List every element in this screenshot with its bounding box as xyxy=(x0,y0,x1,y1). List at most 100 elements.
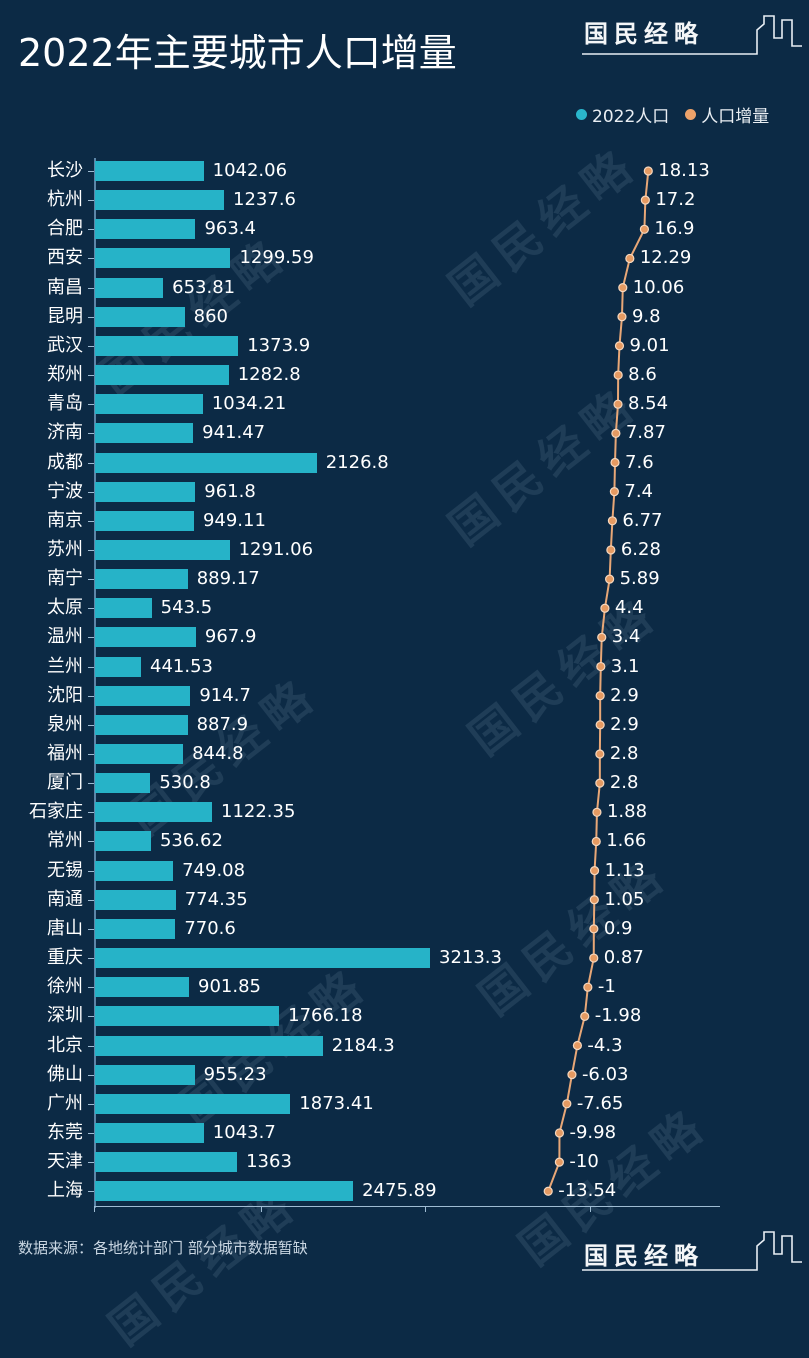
population-bar[interactable] xyxy=(95,831,151,852)
population-bar[interactable] xyxy=(95,714,188,735)
population-bar[interactable] xyxy=(95,1122,204,1143)
population-bar[interactable] xyxy=(95,1181,354,1202)
y-axis-tick xyxy=(88,462,94,464)
population-bar[interactable] xyxy=(95,889,176,910)
increase-point-marker[interactable] xyxy=(554,1128,565,1138)
increase-value-label: -1 xyxy=(597,976,616,998)
population-bar[interactable] xyxy=(95,248,231,269)
population-bar[interactable] xyxy=(95,539,230,560)
population-value-label: 2184.3 xyxy=(331,1034,395,1056)
category-label: 西安 xyxy=(47,247,83,269)
population-bar[interactable] xyxy=(95,1093,291,1114)
population-value-label: 749.08 xyxy=(182,859,246,881)
population-bar[interactable] xyxy=(95,860,174,881)
increase-point-marker[interactable] xyxy=(605,574,615,584)
category-label: 武汉 xyxy=(47,334,83,356)
increase-point-marker[interactable] xyxy=(618,283,628,293)
increase-point-marker[interactable] xyxy=(610,457,620,468)
increase-point-marker[interactable] xyxy=(567,1070,577,1080)
increase-point-marker[interactable] xyxy=(597,632,607,643)
population-bar[interactable] xyxy=(95,481,196,502)
population-bar[interactable] xyxy=(95,744,184,764)
population-bar[interactable] xyxy=(95,685,191,706)
increase-point-marker[interactable] xyxy=(613,370,623,380)
population-bar[interactable] xyxy=(95,423,194,444)
population-value-label: 1282.8 xyxy=(237,364,301,386)
population-bar[interactable] xyxy=(95,1064,195,1085)
increase-value-label: 0.87 xyxy=(603,947,644,969)
increase-point-marker[interactable] xyxy=(543,1186,553,1196)
increase-point-marker[interactable] xyxy=(617,312,627,322)
increase-point-marker[interactable] xyxy=(640,195,650,205)
increase-point-marker[interactable] xyxy=(589,895,599,905)
legend-item-increase[interactable]: 人口增量 xyxy=(685,102,769,127)
population-bar[interactable] xyxy=(95,948,430,969)
increase-value-label: 6.28 xyxy=(620,538,661,560)
population-value-label: 844.8 xyxy=(192,743,244,764)
category-label: 天津 xyxy=(47,1151,83,1173)
increase-point-marker[interactable] xyxy=(609,487,619,497)
population-value-label: 1034.21 xyxy=(211,393,287,415)
increase-point-marker[interactable] xyxy=(607,516,617,526)
increase-point-marker[interactable] xyxy=(589,865,600,876)
increase-value-label: 12.29 xyxy=(639,247,692,269)
increase-point-marker[interactable] xyxy=(595,691,605,701)
increase-point-marker[interactable] xyxy=(595,720,605,730)
increase-point-marker[interactable] xyxy=(591,836,601,847)
increase-point-marker[interactable] xyxy=(562,1099,572,1109)
x-axis xyxy=(94,1206,720,1207)
y-axis-tick xyxy=(88,287,94,289)
increase-point-marker[interactable] xyxy=(600,603,610,613)
category-label: 南京 xyxy=(47,509,83,531)
population-value-label: 1766.18 xyxy=(288,1005,363,1027)
population-bar[interactable] xyxy=(95,452,317,473)
population-bar[interactable] xyxy=(95,161,204,181)
population-bar[interactable] xyxy=(95,656,142,677)
population-bar[interactable] xyxy=(95,510,194,531)
increase-value-label: -13.54 xyxy=(558,1180,617,1202)
increase-point-marker[interactable] xyxy=(592,807,602,817)
population-bar[interactable] xyxy=(95,277,164,298)
population-bar[interactable] xyxy=(95,598,152,619)
increase-line xyxy=(547,170,650,1192)
population-bar[interactable] xyxy=(95,977,190,998)
increase-point-marker[interactable] xyxy=(606,545,616,555)
population-bar[interactable] xyxy=(95,627,196,648)
increase-point-marker[interactable] xyxy=(580,1011,590,1021)
population-bar[interactable] xyxy=(95,219,196,240)
population-bar[interactable] xyxy=(95,773,151,794)
category-label: 厦门 xyxy=(47,772,83,794)
increase-point-marker[interactable] xyxy=(625,253,635,264)
increase-point-marker[interactable] xyxy=(583,982,593,992)
increase-point-marker[interactable] xyxy=(611,428,621,438)
category-label: 重庆 xyxy=(47,947,83,969)
population-bar[interactable] xyxy=(95,918,176,939)
population-bar[interactable] xyxy=(95,335,239,356)
population-bar[interactable] xyxy=(95,365,229,386)
increase-point-marker[interactable] xyxy=(554,1157,565,1167)
increase-point-marker[interactable] xyxy=(596,661,606,672)
population-bar[interactable] xyxy=(95,306,185,327)
increase-point-marker[interactable] xyxy=(613,399,623,409)
population-bar[interactable] xyxy=(95,802,212,823)
population-bar[interactable] xyxy=(95,394,203,415)
increase-point-marker[interactable] xyxy=(595,778,605,788)
population-bar[interactable] xyxy=(95,1006,280,1027)
increase-point-marker[interactable] xyxy=(589,924,599,934)
population-bar[interactable] xyxy=(95,1152,238,1173)
legend-item-population[interactable]: 2022人口 xyxy=(576,102,669,127)
increase-point-marker[interactable] xyxy=(639,224,650,234)
population-value-label: 941.47 xyxy=(202,422,266,444)
y-axis-tick xyxy=(88,695,94,697)
population-bar[interactable] xyxy=(95,190,225,211)
increase-point-marker[interactable] xyxy=(595,749,605,759)
increase-point-marker[interactable] xyxy=(643,166,653,176)
skyline-icon xyxy=(582,15,802,55)
legend-dot-icon xyxy=(685,109,697,120)
population-bar[interactable] xyxy=(95,569,188,590)
increase-point-marker[interactable] xyxy=(614,341,625,351)
y-axis-tick xyxy=(88,1132,94,1134)
increase-point-marker[interactable] xyxy=(589,953,599,963)
population-bar[interactable] xyxy=(95,1035,323,1056)
increase-point-marker[interactable] xyxy=(572,1040,583,1051)
